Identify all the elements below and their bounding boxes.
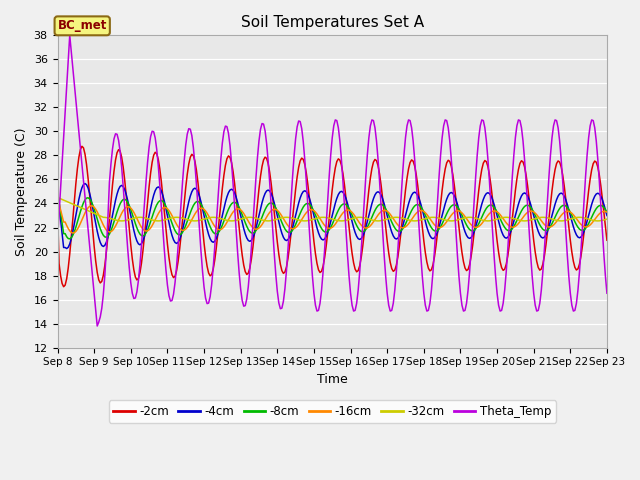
-32cm — [118, 218, 125, 224]
Line: -16cm: -16cm — [58, 197, 607, 233]
Theta_Temp — [66, 33, 74, 38]
Line: Theta_Temp: Theta_Temp — [58, 36, 607, 326]
-8cm — [538, 225, 545, 230]
-32cm — [157, 218, 165, 224]
Line: -8cm: -8cm — [58, 192, 607, 239]
Line: -2cm: -2cm — [58, 146, 607, 287]
-16cm — [399, 225, 406, 231]
Theta_Temp — [93, 323, 101, 329]
-16cm — [603, 209, 611, 215]
-4cm — [539, 235, 547, 241]
-16cm — [368, 221, 376, 227]
-4cm — [63, 246, 70, 252]
-8cm — [368, 214, 376, 220]
-32cm — [603, 216, 611, 222]
-16cm — [54, 194, 61, 200]
-8cm — [66, 236, 74, 242]
-4cm — [400, 219, 408, 225]
-4cm — [159, 192, 166, 198]
-2cm — [369, 159, 377, 165]
-16cm — [70, 230, 78, 236]
-2cm — [60, 284, 67, 289]
-8cm — [54, 189, 61, 194]
Theta_Temp — [603, 290, 611, 296]
Theta_Temp — [54, 237, 61, 242]
-8cm — [603, 209, 611, 215]
-32cm — [69, 201, 77, 207]
Theta_Temp — [369, 118, 377, 123]
Title: Soil Temperatures Set A: Soil Temperatures Set A — [241, 15, 424, 30]
-32cm — [387, 216, 394, 221]
Line: -4cm: -4cm — [58, 183, 607, 249]
-2cm — [539, 261, 547, 267]
-8cm — [399, 226, 406, 232]
Line: -32cm: -32cm — [58, 197, 607, 221]
-2cm — [54, 206, 61, 212]
Theta_Temp — [70, 81, 78, 87]
-4cm — [54, 189, 61, 194]
Legend: -2cm, -4cm, -8cm, -16cm, -32cm, Theta_Temp: -2cm, -4cm, -8cm, -16cm, -32cm, Theta_Te… — [109, 400, 556, 423]
Theta_Temp — [539, 269, 547, 275]
-2cm — [388, 266, 396, 272]
-4cm — [70, 221, 78, 227]
-4cm — [603, 213, 611, 218]
-16cm — [157, 206, 165, 212]
-32cm — [399, 216, 406, 221]
-32cm — [368, 217, 376, 223]
-2cm — [603, 237, 611, 243]
Text: BC_met: BC_met — [58, 19, 107, 32]
-4cm — [81, 180, 89, 186]
-2cm — [78, 144, 86, 149]
Theta_Temp — [159, 226, 166, 232]
-16cm — [69, 230, 77, 236]
-4cm — [369, 196, 377, 202]
Y-axis label: Soil Temperature (C): Soil Temperature (C) — [15, 127, 28, 256]
X-axis label: Time: Time — [317, 373, 348, 386]
-32cm — [538, 215, 545, 220]
Theta_Temp — [388, 308, 396, 313]
-16cm — [538, 218, 545, 224]
-16cm — [387, 211, 394, 217]
-8cm — [157, 198, 165, 204]
-4cm — [388, 229, 396, 235]
-8cm — [70, 229, 78, 235]
-32cm — [54, 194, 61, 200]
Theta_Temp — [400, 152, 408, 158]
-2cm — [159, 193, 166, 199]
-2cm — [70, 198, 78, 204]
-8cm — [387, 216, 394, 221]
-2cm — [400, 201, 408, 207]
